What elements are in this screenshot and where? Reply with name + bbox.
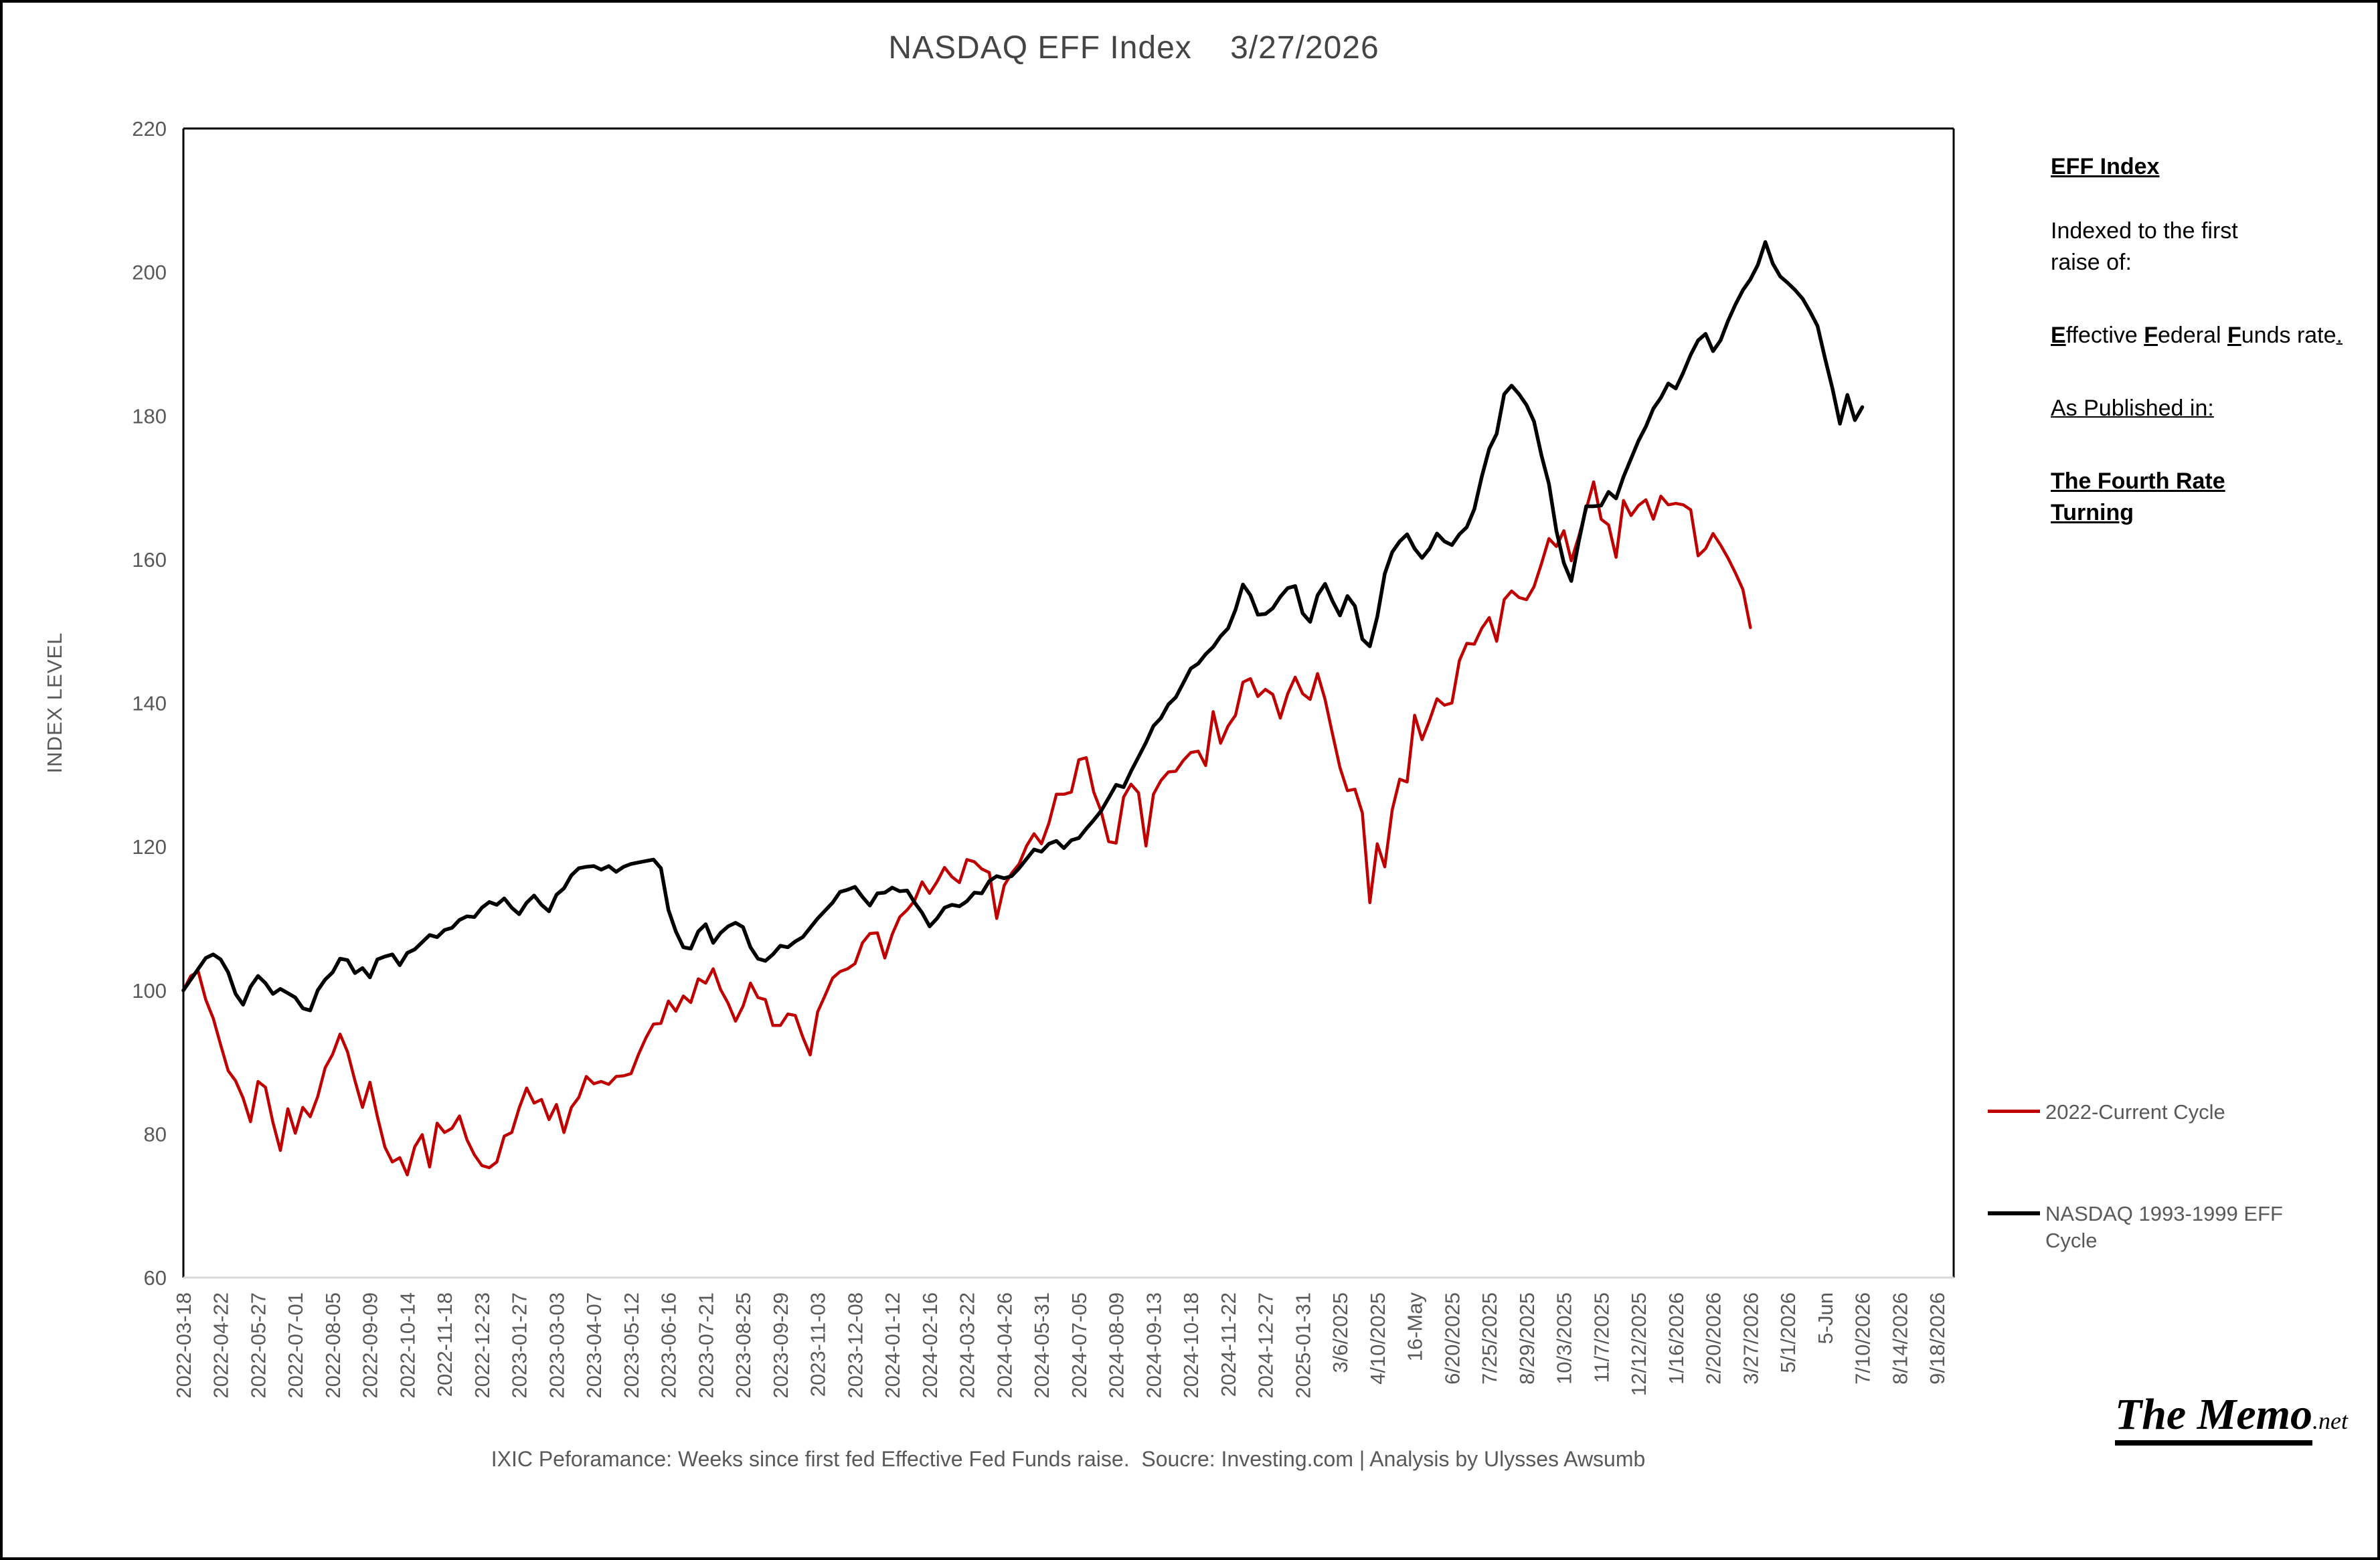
y-tick-label: 200 bbox=[132, 261, 167, 284]
x-tick-label: 12/12/2025 bbox=[1627, 1292, 1650, 1396]
x-tick-label: 2023-09-29 bbox=[769, 1292, 792, 1399]
x-tick-label: 2024-03-22 bbox=[956, 1292, 979, 1399]
x-tick-label: 2023-04-07 bbox=[582, 1292, 606, 1399]
y-tick-label: 120 bbox=[132, 835, 167, 859]
x-tick-label: 2024-10-18 bbox=[1179, 1292, 1203, 1399]
eff-letter-f2: F bbox=[2227, 323, 2241, 348]
x-tick-label: 2025-01-31 bbox=[1291, 1292, 1314, 1399]
x-tick-label: 2022-04-22 bbox=[209, 1292, 233, 1399]
sidebar-book-line1: The Fourth Rate bbox=[2051, 468, 2225, 494]
sidebar-eff-line: Effective Federal Funds rate. bbox=[2051, 320, 2345, 351]
the-memo-logo: The Memo.net bbox=[2114, 1389, 2348, 1446]
x-tick-label: 2023-11-03 bbox=[806, 1292, 830, 1397]
x-tick-label: 2024-11-22 bbox=[1217, 1292, 1240, 1397]
y-tick-label: 80 bbox=[144, 1122, 167, 1146]
x-tick-label: 2/20/2026 bbox=[1702, 1292, 1725, 1385]
x-tick-label: 2022-10-14 bbox=[396, 1292, 419, 1399]
x-tick-label: 2022-03-18 bbox=[172, 1292, 195, 1399]
x-tick-label: 3/6/2025 bbox=[1329, 1292, 1352, 1373]
y-tick-label: 220 bbox=[132, 117, 167, 141]
x-tick-label: 5/1/2026 bbox=[1776, 1292, 1800, 1373]
x-tick-label: 2022-11-18 bbox=[433, 1292, 456, 1397]
series-line-nasdaq-1993-1999 bbox=[181, 240, 1865, 1013]
x-tick-label: 2024-01-12 bbox=[881, 1292, 904, 1399]
x-tick-label: 2024-07-05 bbox=[1068, 1292, 1091, 1399]
sidebar-published: As Published in: bbox=[2051, 396, 2214, 421]
series-line-2022-current-cycle bbox=[181, 480, 1752, 1177]
x-tick-label: 2023-08-25 bbox=[732, 1292, 755, 1399]
x-tick-label: 11/7/2025 bbox=[1590, 1292, 1613, 1383]
x-tick-label: 8/14/2026 bbox=[1888, 1292, 1911, 1385]
eff-text-3: unds rate bbox=[2241, 323, 2336, 348]
x-tick-label: 2023-03-03 bbox=[545, 1292, 568, 1399]
eff-text-2: ederal bbox=[2158, 323, 2227, 348]
eff-dot: . bbox=[2336, 323, 2343, 348]
x-tick-label: 1/16/2026 bbox=[1665, 1292, 1688, 1385]
x-tick-label: 2023-01-27 bbox=[508, 1292, 531, 1399]
sidebar-indexed-line2: raise of: bbox=[2051, 250, 2132, 275]
y-tick-label: 140 bbox=[132, 692, 167, 715]
x-tick-label: 4/10/2025 bbox=[1366, 1292, 1389, 1385]
logo-main-text: The Memo bbox=[2114, 1390, 2313, 1446]
x-tick-label: 2023-12-08 bbox=[843, 1292, 867, 1399]
legend-label-nasdaq-cycle: NASDAQ 1993-1999 EFF Cycle bbox=[2045, 1202, 2283, 1252]
legend-item-current-cycle: 2022-Current Cycle bbox=[1988, 1099, 2349, 1126]
x-tick-label: 2024-08-09 bbox=[1105, 1292, 1128, 1399]
sidebar-heading: EFF Index bbox=[2051, 154, 2160, 179]
legend-red-line-swatch bbox=[1988, 1110, 2040, 1113]
x-tick-label: 5-Jun bbox=[1814, 1292, 1837, 1345]
x-tick-label: 2022-12-23 bbox=[471, 1292, 494, 1399]
x-tick-label: 7/10/2026 bbox=[1851, 1292, 1875, 1385]
x-tick-label: 2024-04-26 bbox=[993, 1292, 1016, 1399]
legend-label-current-cycle: 2022-Current Cycle bbox=[2045, 1100, 2225, 1124]
legend-black-line-swatch bbox=[1988, 1211, 2040, 1215]
chart-title: NASDAQ EFF Index 3/27/2026 bbox=[888, 30, 1379, 66]
x-tick-label: 6/20/2025 bbox=[1440, 1292, 1464, 1385]
x-tick-label: 2023-05-12 bbox=[620, 1292, 643, 1399]
x-tick-label: 9/18/2026 bbox=[1926, 1292, 1949, 1385]
sidebar-annotation: EFF Index Indexed to the first raise of:… bbox=[2051, 151, 2345, 529]
x-tick-label: 7/25/2025 bbox=[1478, 1292, 1501, 1385]
x-tick-label: 2024-09-13 bbox=[1142, 1292, 1165, 1399]
x-tick-label: 2024-02-16 bbox=[918, 1292, 942, 1399]
x-tick-label: 3/27/2026 bbox=[1739, 1292, 1762, 1385]
plot-area: 60 80 100 120 140 160 180 200 220 2022-03-18 2022-… bbox=[132, 117, 1955, 1399]
y-tick-label: 160 bbox=[132, 548, 167, 572]
x-tick-label: 2023-07-21 bbox=[694, 1292, 717, 1399]
x-tick-label: 2024-05-31 bbox=[1030, 1292, 1053, 1399]
eff-letter-f1: F bbox=[2144, 323, 2158, 348]
sidebar-book-line2: Turning bbox=[2051, 500, 2134, 525]
x-tick-label: 2023-06-16 bbox=[657, 1292, 681, 1399]
x-tick-label: 16-May bbox=[1404, 1292, 1427, 1362]
x-tick-label: 8/29/2025 bbox=[1515, 1292, 1539, 1385]
eff-letter-e: E bbox=[2051, 323, 2066, 348]
y-tick-label: 100 bbox=[132, 979, 167, 1003]
x-tick-label: 2022-07-01 bbox=[284, 1292, 307, 1399]
chart-caption: IXIC Peforamance: Weeks since first fed … bbox=[491, 1447, 1646, 1471]
x-tick-label: 2022-05-27 bbox=[246, 1292, 270, 1399]
logo-suffix-text: .net bbox=[2312, 1407, 2348, 1434]
sidebar-indexed-line1: Indexed to the first bbox=[2051, 218, 2238, 244]
eff-text-1: ffective bbox=[2065, 323, 2144, 348]
x-tick-label: 10/3/2025 bbox=[1553, 1292, 1576, 1385]
y-tick-label: 180 bbox=[132, 404, 167, 428]
y-tick-label: 60 bbox=[144, 1266, 167, 1290]
legend-item-nasdaq-cycle: NASDAQ 1993-1999 EFF Cycle bbox=[1988, 1201, 2349, 1254]
x-tick-label: 2024-12-27 bbox=[1254, 1292, 1278, 1399]
x-tick-label: 2022-09-09 bbox=[359, 1292, 382, 1399]
x-tick-label: 2022-08-05 bbox=[321, 1292, 345, 1399]
